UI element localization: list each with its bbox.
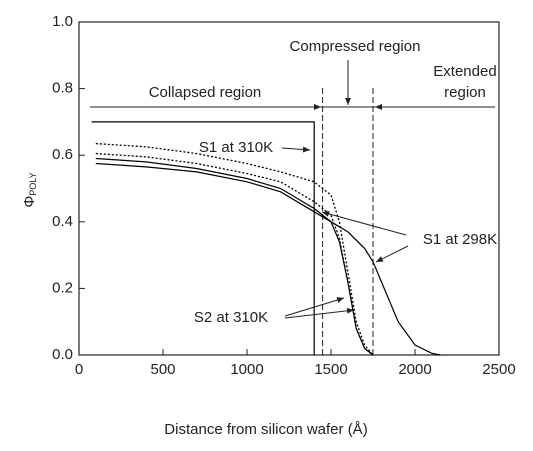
plot-frame bbox=[78, 21, 500, 356]
x-tick-label: 1000 bbox=[230, 361, 263, 378]
x-axis-label: Distance from silicon wafer (Å) bbox=[164, 421, 367, 438]
annotation: S1 at 310K bbox=[199, 139, 273, 156]
series-line bbox=[95, 162, 441, 356]
y-label-main: Φ bbox=[21, 196, 38, 208]
series-line bbox=[95, 142, 374, 356]
series-line bbox=[95, 157, 374, 356]
region-label: region bbox=[444, 84, 486, 101]
y-tick-label: 0.6 bbox=[52, 146, 73, 163]
region-label: Collapsed region bbox=[149, 84, 262, 101]
x-tick-label: 1500 bbox=[314, 361, 347, 378]
region-label: Compressed region bbox=[290, 38, 421, 55]
region-label: Extended bbox=[433, 63, 496, 80]
arrow bbox=[284, 307, 355, 319]
y-tick-label: 0.4 bbox=[52, 213, 73, 230]
x-tick-label: 500 bbox=[150, 361, 175, 378]
arrow bbox=[281, 146, 311, 153]
y-axis-label: ΦPOLY bbox=[21, 172, 38, 207]
x-tick-label: 2000 bbox=[398, 361, 431, 378]
y-tick-label: 0.2 bbox=[52, 279, 73, 296]
annotation: S1 at 298K bbox=[423, 231, 497, 248]
y-label-sub: POLY bbox=[28, 172, 38, 195]
annotation: S2 at 310K bbox=[194, 309, 268, 326]
x-tick-label: 2500 bbox=[482, 361, 515, 378]
y-tick-label: 0.8 bbox=[52, 80, 73, 97]
series-line bbox=[91, 121, 315, 355]
arrow bbox=[321, 210, 407, 236]
x-tick-label: 0 bbox=[75, 361, 83, 378]
y-tick-label: 0.0 bbox=[52, 346, 73, 363]
arrow bbox=[375, 245, 409, 263]
y-tick-label: 1.0 bbox=[52, 13, 73, 30]
series-line bbox=[95, 152, 374, 356]
